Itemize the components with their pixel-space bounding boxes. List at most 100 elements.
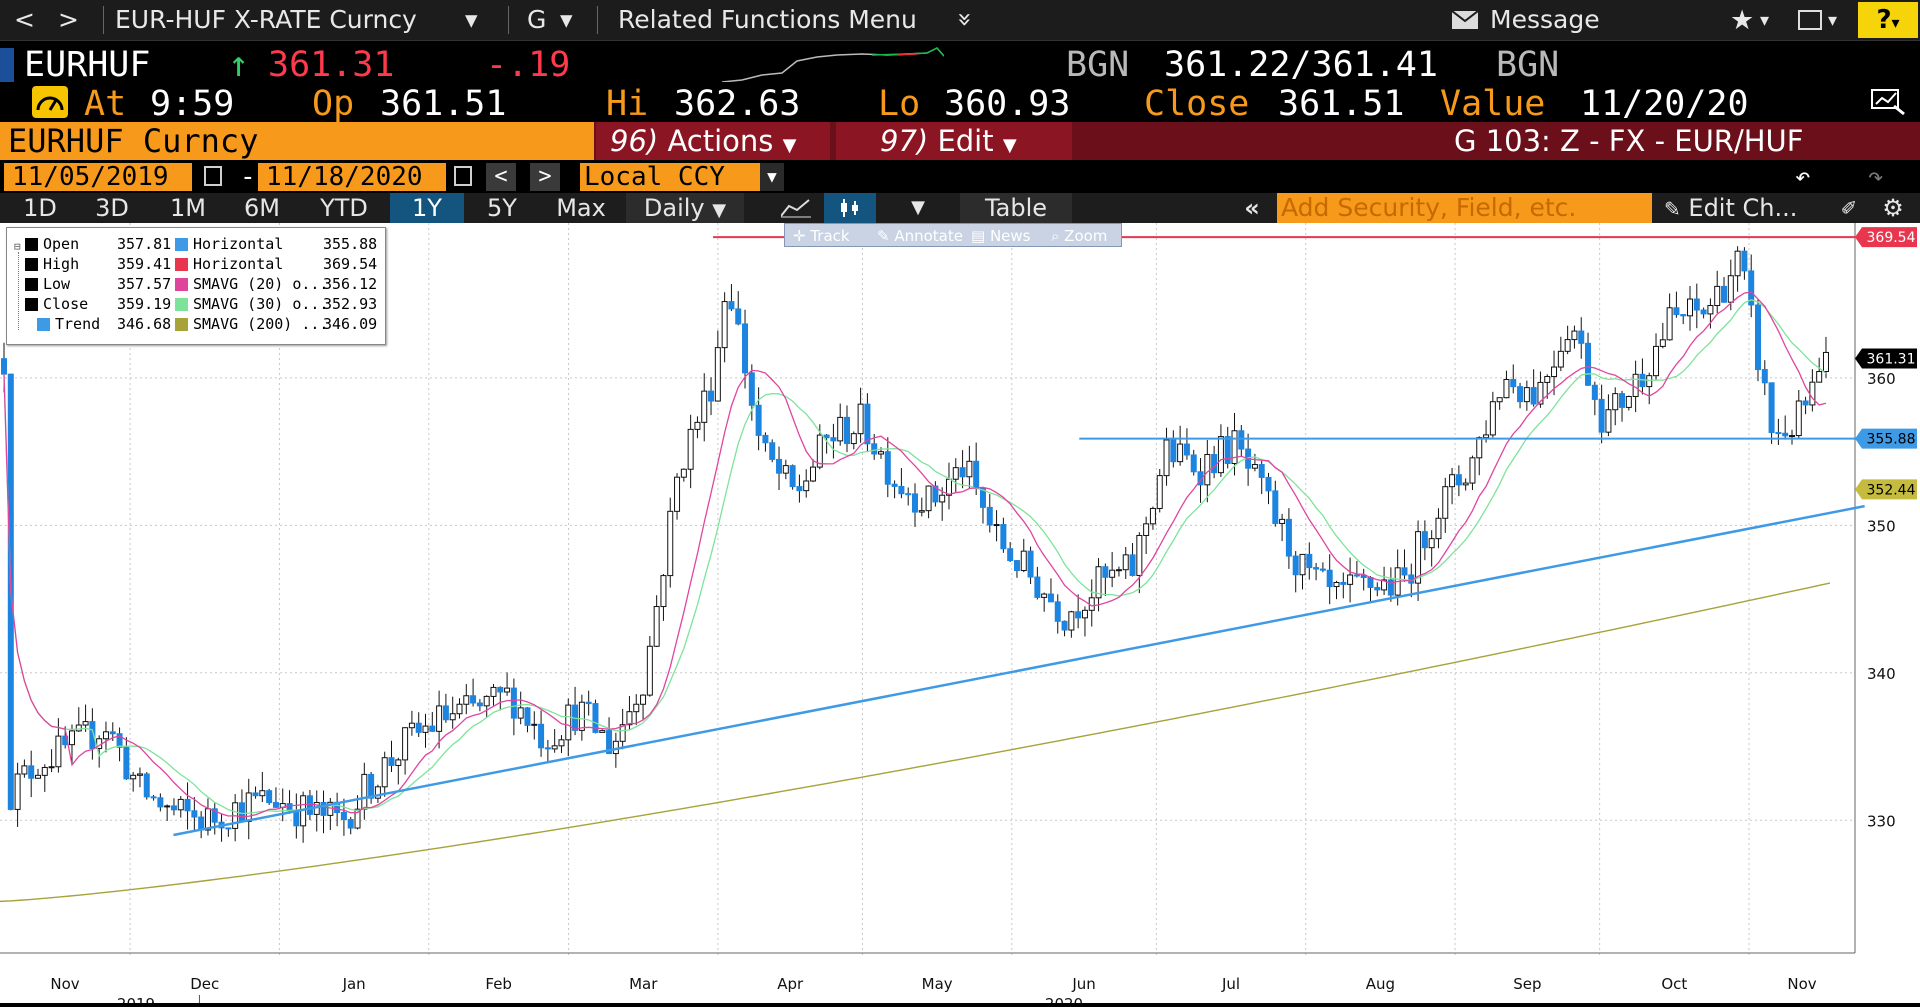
tab-6m[interactable]: 6M	[244, 194, 280, 222]
calendar-icon[interactable]	[204, 166, 222, 186]
candle-body	[252, 792, 259, 797]
tab-1m[interactable]: 1M	[170, 194, 206, 222]
candle-body	[510, 687, 517, 719]
tab-ytd[interactable]: YTD	[320, 194, 368, 222]
candle-body	[347, 819, 354, 829]
candle-body	[1666, 307, 1673, 341]
undo-icon[interactable]: ↶	[1795, 162, 1811, 192]
candle-body	[891, 483, 898, 487]
source-label: BGN	[1496, 45, 1560, 85]
star-icon[interactable]: ★	[1730, 5, 1755, 36]
smavg-20-line	[3, 291, 1827, 818]
candle-body	[82, 721, 89, 726]
candle-body	[1211, 454, 1218, 474]
candle-body	[1517, 386, 1524, 403]
edit-menu[interactable]: 97) Edit ▼	[836, 122, 1072, 160]
candle-body	[1115, 569, 1122, 572]
envelope-icon[interactable]	[1452, 11, 1478, 29]
candle-body	[476, 702, 483, 707]
line-chart-icon[interactable]	[770, 193, 822, 223]
candle-body	[1319, 568, 1326, 571]
candle-body	[1353, 574, 1360, 577]
related-functions-menu[interactable]: Related Functions Menu	[618, 5, 917, 34]
chevron-down-icon[interactable]: ▾	[1828, 10, 1838, 31]
candle-body	[1503, 379, 1510, 399]
start-date-field[interactable]: 11/05/2019	[4, 163, 192, 191]
zoom-tool[interactable]: ⌕ Zoom	[1051, 227, 1108, 245]
calendar-icon[interactable]	[454, 166, 472, 186]
candle-body	[1387, 579, 1394, 596]
message-button[interactable]: Message	[1490, 5, 1600, 34]
tab-3d[interactable]: 3D	[95, 194, 129, 222]
tab-1d[interactable]: 1D	[23, 194, 57, 222]
candlestick-icon[interactable]	[824, 193, 876, 223]
end-date-field[interactable]: 11/18/2020	[258, 163, 446, 191]
collapse-legend-icon[interactable]: ⊟	[14, 240, 21, 253]
candle-body	[918, 510, 925, 513]
chevron-down-icon[interactable]: ▾	[465, 5, 478, 34]
next-period-button[interactable]: >	[530, 163, 560, 191]
candle-body	[150, 796, 157, 799]
currency-select[interactable]: Local CCY	[580, 163, 760, 191]
high-value: 362.63	[674, 84, 801, 124]
frequency-select[interactable]: Daily ▼	[626, 193, 744, 223]
candle-body	[136, 773, 143, 776]
candle-body	[1734, 250, 1741, 277]
candle-body	[422, 725, 429, 733]
year-label: 2020	[1045, 995, 1083, 1003]
candle-body	[653, 606, 660, 647]
tab-1y[interactable]: 1Y	[390, 193, 464, 223]
candle-body	[1170, 439, 1177, 463]
ticker: EURHUF	[24, 45, 151, 85]
chevron-down-icon[interactable]: ▾	[1760, 10, 1770, 31]
forward-button[interactable]: >	[58, 5, 79, 34]
candle-body	[687, 428, 694, 470]
candle-body	[368, 773, 375, 799]
pencil-icon[interactable]: ✐	[1840, 196, 1858, 220]
candle-body	[728, 301, 735, 310]
chart-legend[interactable]: ⊟ Open 357.81 High 359.41 Low 357.57 Close 3…	[6, 227, 386, 345]
window-icon[interactable]	[1798, 10, 1822, 30]
security-title-menu[interactable]: EUR-HUF X-RATE Curncy	[115, 5, 417, 34]
time-label: At	[84, 84, 127, 124]
track-tool[interactable]: ✛ Track	[793, 227, 850, 245]
candle-body	[1265, 476, 1272, 492]
chevron-down-icon[interactable]: ▼	[911, 197, 925, 218]
price-chart[interactable]: Nov Dec Jan Feb Mar Apr May Jun Jul Aug Sep Oct Nov 2…	[0, 223, 1920, 1007]
tab-max[interactable]: Max	[556, 194, 606, 222]
legend-tree-line	[18, 252, 20, 330]
candle-body	[1489, 401, 1496, 436]
candle-body	[578, 701, 585, 731]
annotate-tool[interactable]: ✎ Annotate	[877, 227, 963, 245]
tab-5y[interactable]: 5Y	[487, 194, 517, 222]
launchpad-toolbar: < > EUR-HUF X-RATE Curncy ▾ G ▾ Related …	[0, 0, 1920, 41]
candle-body	[646, 645, 653, 696]
x-tick-label: Nov	[50, 975, 79, 993]
edit-chart-button[interactable]: ✎ Edit Ch...	[1664, 194, 1798, 222]
previous-period-button[interactable]: <	[486, 163, 516, 191]
gauge-icon[interactable]	[32, 86, 68, 118]
help-button[interactable]: ?▾	[1858, 2, 1918, 38]
candle-body	[1149, 507, 1156, 525]
table-button[interactable]: Table	[960, 193, 1072, 223]
chevron-down-icon[interactable]: ▼	[760, 163, 784, 191]
news-tool[interactable]: ▤ News	[971, 227, 1031, 245]
collapse-icon[interactable]: «	[1244, 194, 1260, 222]
candle-body	[1075, 611, 1082, 619]
candle-body	[306, 795, 313, 815]
low-label: Lo	[878, 84, 921, 124]
candle-body	[1306, 553, 1313, 569]
redo-icon[interactable]: ↷	[1868, 162, 1884, 192]
chevron-down-icon[interactable]: ▾	[560, 5, 573, 34]
function-menu[interactable]: G	[527, 5, 547, 34]
chart-export-icon[interactable]	[1870, 88, 1906, 116]
double-chevron-icon[interactable]: »	[951, 11, 981, 28]
actions-menu[interactable]: 96) Actions ▼	[596, 122, 830, 160]
candle-body	[966, 460, 973, 478]
gear-icon[interactable]: ⚙	[1882, 194, 1904, 222]
add-security-input[interactable]: Add Security, Field, etc.	[1277, 193, 1652, 223]
back-button[interactable]: <	[14, 5, 35, 34]
candle-body	[1775, 432, 1782, 435]
candle-body	[463, 695, 470, 705]
candle-body	[497, 686, 504, 693]
